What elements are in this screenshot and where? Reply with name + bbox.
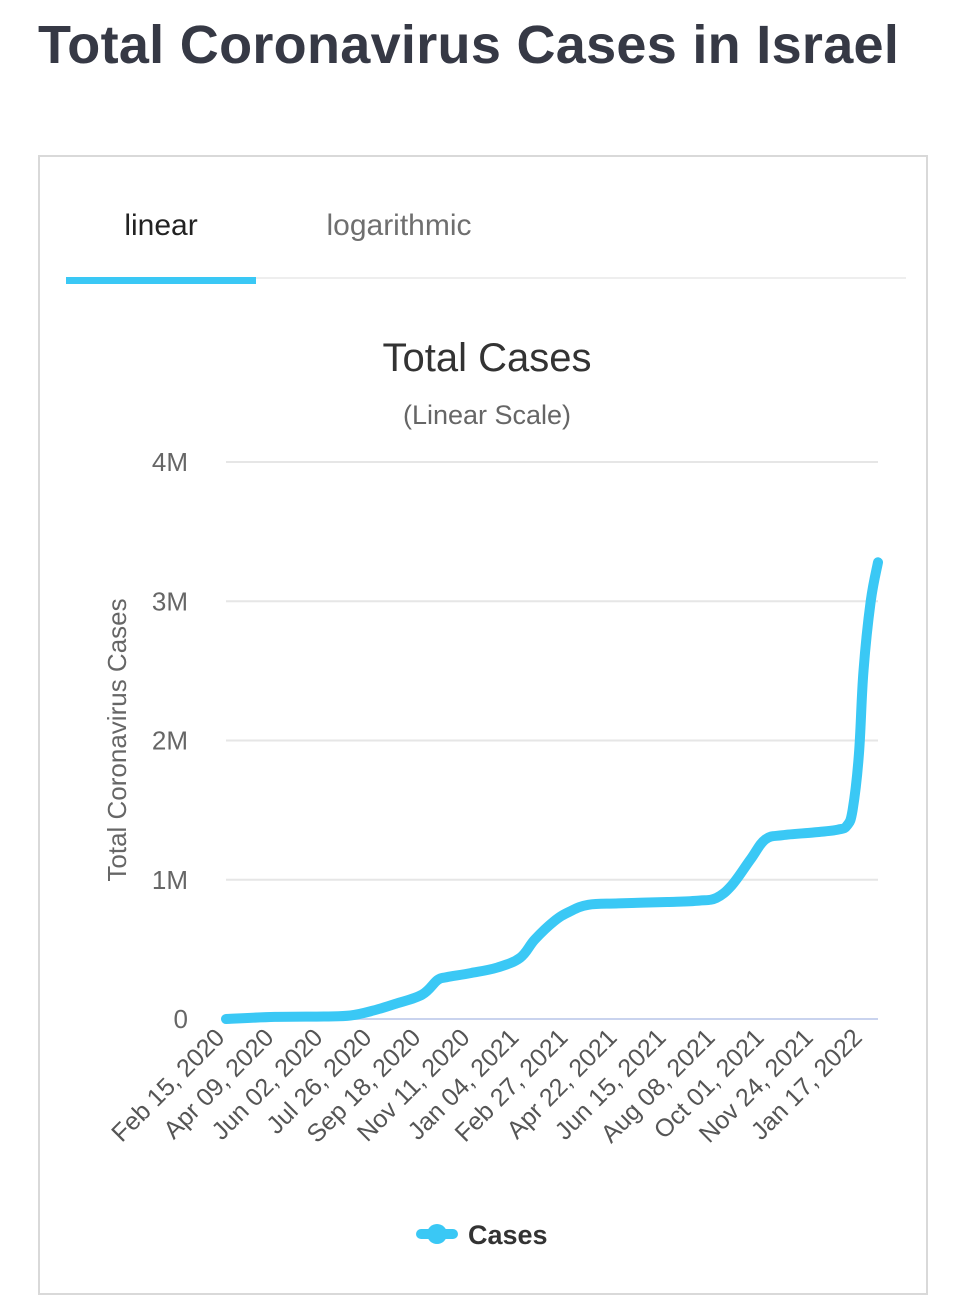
series-line-cases[interactable] bbox=[226, 562, 878, 1019]
series-layer bbox=[226, 562, 878, 1019]
y-tick-label: 1M bbox=[152, 865, 188, 895]
y-tick-label: 4M bbox=[152, 447, 188, 477]
page-title: Total Coronavirus Cases in Israel bbox=[38, 14, 899, 76]
y-tick-label: 2M bbox=[152, 726, 188, 756]
chart-svg: Total Cases (Linear Scale) Total Coronav… bbox=[40, 157, 928, 1280]
grid-lines bbox=[226, 462, 878, 1019]
y-axis-ticks: 0 1M 2M 3M 4M bbox=[152, 447, 188, 1034]
legend[interactable]: Cases bbox=[421, 1220, 548, 1250]
legend-label-cases: Cases bbox=[468, 1220, 548, 1250]
chart-card: linear logarithmic Total Cases (Linear S… bbox=[38, 155, 928, 1295]
y-tick-label: 0 bbox=[174, 1004, 188, 1034]
legend-swatch-marker bbox=[427, 1224, 447, 1244]
chart-title: Total Cases bbox=[383, 336, 592, 380]
chart-subtitle: (Linear Scale) bbox=[403, 400, 571, 430]
y-axis-label: Total Coronavirus Cases bbox=[102, 598, 132, 881]
y-tick-label: 3M bbox=[152, 586, 188, 616]
